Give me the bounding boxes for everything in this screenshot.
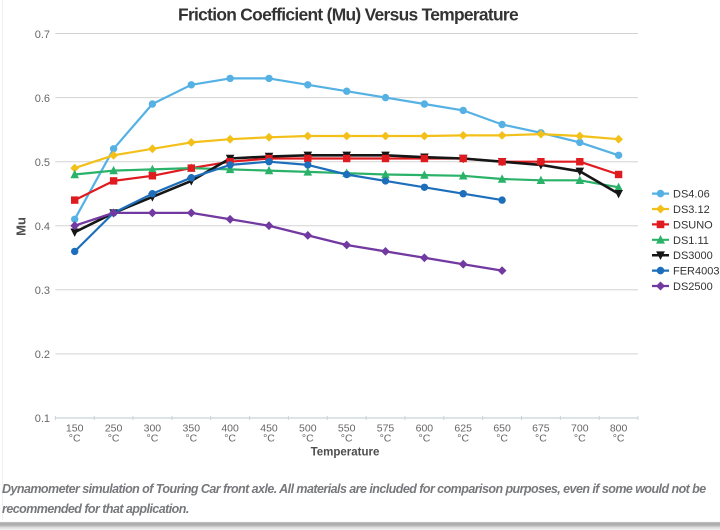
- svg-text:DS3000: DS3000: [673, 250, 713, 262]
- svg-text:400°C: 400 °C: [221, 423, 239, 445]
- svg-text:150°C: 150 °C: [66, 423, 84, 445]
- svg-text:250°C: 250 °C: [105, 423, 123, 445]
- svg-text:500°C: 500 °C: [299, 423, 317, 445]
- svg-text:0.2: 0.2: [35, 349, 50, 361]
- svg-text:675°C: 675 °C: [532, 423, 550, 445]
- svg-text:Friction Coefficient (Mu) Vers: Friction Coefficient (Mu) Versus Tempera…: [178, 5, 519, 25]
- svg-text:0.4: 0.4: [35, 221, 50, 233]
- svg-text:575°C: 575 °C: [377, 423, 395, 445]
- svg-text:FER4003: FER4003: [673, 266, 719, 278]
- svg-text:450°C: 450 °C: [260, 423, 278, 445]
- svg-text:0.6: 0.6: [35, 93, 50, 105]
- svg-text:350°C: 350 °C: [183, 423, 201, 445]
- svg-text:0.7: 0.7: [35, 29, 50, 41]
- svg-text:800°C: 800 °C: [610, 423, 628, 445]
- svg-text:0.5: 0.5: [35, 157, 50, 169]
- svg-text:625°C: 625 °C: [454, 423, 472, 445]
- svg-text:Mu: Mu: [14, 217, 29, 236]
- svg-text:600°C: 600 °C: [416, 423, 434, 445]
- svg-text:300°C: 300 °C: [144, 423, 162, 445]
- svg-text:0.3: 0.3: [35, 285, 50, 297]
- svg-text:DSUNO: DSUNO: [673, 219, 713, 231]
- svg-text:DS1.11: DS1.11: [673, 235, 709, 247]
- svg-text:700°C: 700 °C: [571, 423, 589, 445]
- svg-text:DS3.12: DS3.12: [673, 204, 710, 216]
- svg-text:0.1: 0.1: [35, 413, 50, 425]
- svg-text:DS4.06: DS4.06: [673, 189, 710, 201]
- svg-text:DS2500: DS2500: [673, 281, 713, 293]
- svg-text:550°C: 550 °C: [338, 423, 356, 445]
- svg-text:650°C: 650 °C: [493, 423, 511, 445]
- svg-text:Temperature: Temperature: [311, 447, 380, 459]
